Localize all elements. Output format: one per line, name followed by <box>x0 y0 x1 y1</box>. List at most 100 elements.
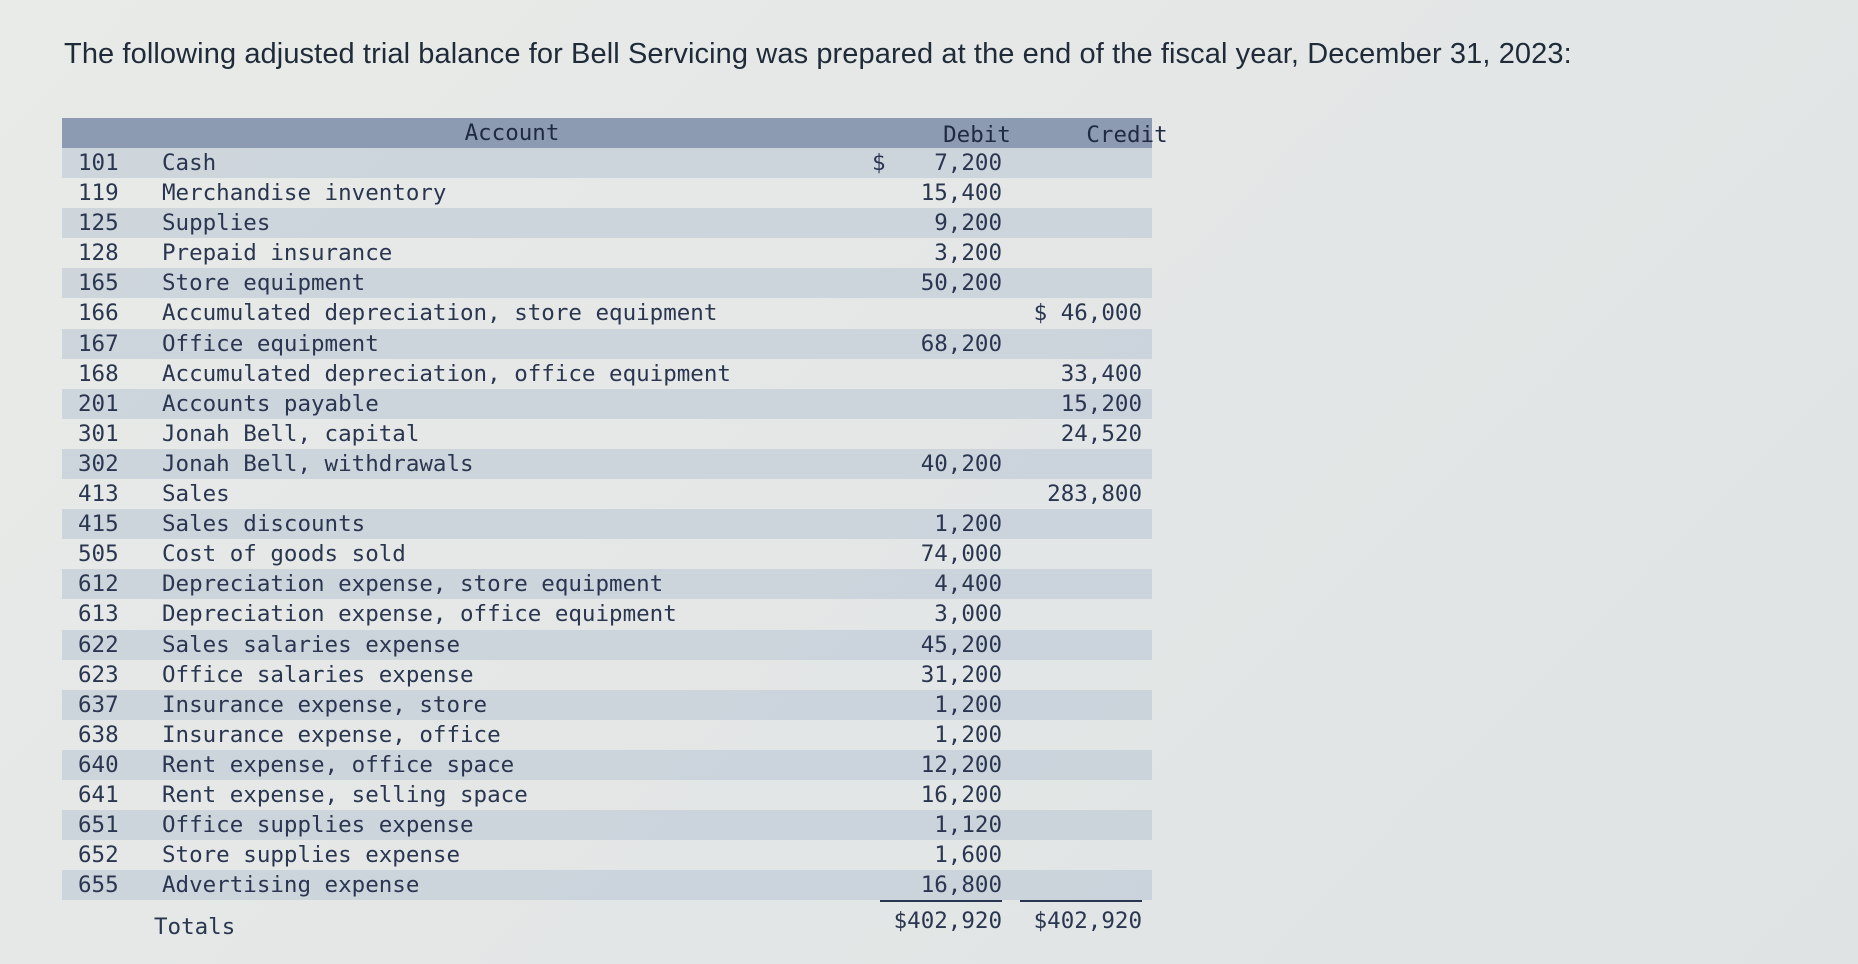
account-number: 302 <box>78 450 119 477</box>
account-number: 505 <box>78 541 119 568</box>
table-row: 612 Depreciation expense, store equipment… <box>62 569 1152 600</box>
table-row: 641 Rent expense, selling space 16,200 <box>62 780 1152 810</box>
table-row: 638 Insurance expense, office 1,200 <box>62 720 1152 750</box>
account-number: 651 <box>78 812 119 839</box>
account-number: 652 <box>78 842 119 869</box>
table-row: 301 Jonah Bell, capital 24,520 <box>62 419 1152 449</box>
account-number: 167 <box>78 330 119 357</box>
debit-amount: 16,200 <box>920 781 1002 808</box>
account-number: 623 <box>78 661 119 688</box>
debit-amount: 4,400 <box>934 571 1002 598</box>
table-row: 302 Jonah Bell, withdrawals 40,200 <box>62 448 1152 480</box>
header-debit: Debit <box>943 122 1011 148</box>
table-row: 640 Rent expense, office space 12,200 <box>62 749 1152 780</box>
table-row: 637 Insurance expense, store 1,200 <box>62 689 1152 720</box>
account-name: Sales <box>162 481 230 508</box>
trial-balance-table: Account Debit Credit 101 Cash $7,200 119 Mer… <box>62 118 1168 944</box>
credit-amount: $ 46,000 <box>1033 300 1142 327</box>
debit-amount: 12,200 <box>920 751 1002 778</box>
debit-amount: 68,200 <box>920 330 1002 357</box>
account-number: 613 <box>78 601 119 628</box>
account-name: Rent expense, selling space <box>162 781 528 808</box>
intro-text: The following adjusted trial balance for… <box>64 38 1572 70</box>
account-number: 301 <box>78 420 119 447</box>
account-number: 166 <box>78 300 119 327</box>
debit-amount: 74,000 <box>920 541 1002 568</box>
debit-amount: 40,200 <box>920 450 1002 477</box>
account-number: 168 <box>78 360 119 387</box>
header-account: Account <box>464 120 560 146</box>
account-name: Office salaries expense <box>162 661 474 688</box>
debit-amount: 3,200 <box>934 240 1002 267</box>
table-row: 167 Office equipment 68,200 <box>62 328 1152 359</box>
account-name: Cost of goods sold <box>162 541 406 568</box>
account-number: 128 <box>78 240 119 267</box>
debit-amount: 1,200 <box>934 691 1002 718</box>
account-name: Supplies <box>162 210 271 237</box>
debit-amount: 15,400 <box>920 180 1002 207</box>
header-credit: Credit <box>1086 122 1168 148</box>
account-name: Prepaid insurance <box>162 240 393 267</box>
totals-label: Totals <box>154 914 236 941</box>
table-header: Account Debit Credit <box>62 118 1168 148</box>
account-name: Office equipment <box>162 330 379 357</box>
account-name: Advertising expense <box>162 872 420 899</box>
totals-credit: $402,920 <box>1033 908 1142 935</box>
debit-amount: 3,000 <box>934 601 1002 628</box>
account-number: 641 <box>78 781 119 808</box>
table-row: 128 Prepaid insurance 3,200 <box>62 238 1152 268</box>
account-number: 622 <box>78 631 119 658</box>
table-row: 415 Sales discounts 1,200 <box>62 509 1152 540</box>
table-row: 413 Sales 283,800 <box>62 479 1152 509</box>
table-row: 119 Merchandise inventory 15,400 <box>62 178 1152 208</box>
debit-amount: 45,200 <box>920 631 1002 658</box>
account-name: Depreciation expense, store equipment <box>162 571 664 598</box>
credit-underline <box>1020 870 1142 903</box>
debit-amount: 1,120 <box>934 812 1002 839</box>
account-name: Store equipment <box>162 270 366 297</box>
account-name: Cash <box>162 150 217 176</box>
debit-underline <box>880 870 1002 903</box>
account-name: Insurance expense, office <box>162 721 501 748</box>
table-row: 165 Store equipment 50,200 <box>62 268 1152 299</box>
totals-debit: $402,920 <box>893 908 1002 935</box>
debit-amount: 31,200 <box>920 661 1002 688</box>
table-row: 201 Accounts payable 15,200 <box>62 388 1152 419</box>
account-name: Sales salaries expense <box>162 631 461 658</box>
account-number: 101 <box>78 150 119 176</box>
account-name: Sales discounts <box>162 511 366 538</box>
account-name: Accounts payable <box>162 390 379 417</box>
credit-amount: 24,520 <box>1060 420 1142 447</box>
table-row: 655 Advertising expense 16,800 <box>62 870 1152 903</box>
account-number: 119 <box>78 180 119 207</box>
debit-amount: 1,600 <box>934 842 1002 869</box>
table-row: 166 Accumulated depreciation, store equip… <box>62 298 1152 328</box>
debit-amount: 1,200 <box>934 721 1002 748</box>
account-number: 201 <box>78 390 119 417</box>
debit-amount: 16,800 <box>920 872 1002 899</box>
account-number: 640 <box>78 751 119 778</box>
account-name: Depreciation expense, office equipment <box>162 601 677 628</box>
table-row: 505 Cost of goods sold 74,000 <box>62 539 1152 569</box>
totals-row: Totals $402,920 $402,920 <box>62 900 1152 944</box>
debit-amount: 7,200 <box>934 150 1002 176</box>
account-name: Jonah Bell, capital <box>162 420 420 447</box>
account-name: Merchandise inventory <box>162 180 447 207</box>
table-row: 125 Supplies 9,200 <box>62 208 1152 239</box>
account-number: 612 <box>78 571 119 598</box>
account-name: Office supplies expense <box>162 812 474 839</box>
account-name: Store supplies expense <box>162 842 461 869</box>
debit-dollar-sign: $ <box>872 150 886 176</box>
table-row: 168 Accumulated depreciation, office equi… <box>62 359 1152 389</box>
account-name: Jonah Bell, withdrawals <box>162 450 474 477</box>
account-number: 638 <box>78 721 119 748</box>
account-name: Insurance expense, store <box>162 691 488 718</box>
table-row: 622 Sales salaries expense 45,200 <box>62 629 1152 660</box>
account-number: 413 <box>78 481 119 508</box>
debit-amount: 50,200 <box>920 270 1002 297</box>
credit-amount: 33,400 <box>1060 360 1142 387</box>
debit-amount: 1,200 <box>934 511 1002 538</box>
account-name: Rent expense, office space <box>162 751 515 778</box>
account-number: 655 <box>78 872 119 899</box>
debit-amount: 9,200 <box>934 210 1002 237</box>
